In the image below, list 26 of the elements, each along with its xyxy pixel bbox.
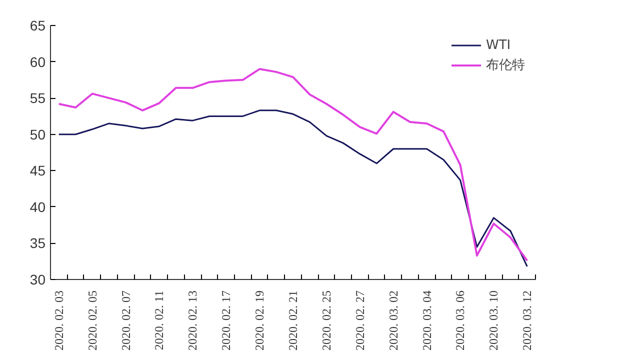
x-tick-label: 2020. 02. 25 [319, 290, 334, 350]
x-tick-label: 2020. 02. 19 [252, 290, 267, 350]
line-series [58, 110, 528, 268]
y-tick-label: 55 [30, 90, 46, 106]
x-tick-label: 2020. 03. 06 [453, 290, 468, 350]
x-tick-label: 2020. 02. 17 [219, 290, 234, 350]
y-tick-label: 50 [30, 126, 46, 142]
x-tick-label: 2020. 02. 11 [152, 290, 166, 350]
y-tick-label: 35 [30, 235, 46, 252]
legend-label: WTI [486, 38, 511, 52]
y-tick-label: 30 [30, 272, 46, 288]
x-tick-label: 2020. 02. 27 [352, 290, 367, 350]
x-tick-label: 2020. 03. 04 [420, 290, 434, 350]
x-tick-label: 2020. 02. 05 [85, 290, 100, 350]
x-tick-label: 2020. 02. 13 [186, 290, 200, 350]
x-tick-label: 2020. 02. 21 [286, 290, 300, 350]
y-tick-label: 45 [30, 162, 46, 179]
legend-label: 布伦特 [486, 57, 525, 74]
y-tick-label: 40 [30, 198, 46, 215]
y-tick-label: 65 [30, 18, 46, 34]
x-tick-label: 2020. 02. 07 [118, 290, 133, 350]
x-tick-label: 2020. 03. 10 [486, 290, 501, 350]
x-tick-label: 2020. 03. 12 [520, 290, 534, 350]
x-tick-label: 2020. 03. 02 [386, 290, 400, 350]
y-tick-label: 60 [30, 54, 46, 70]
x-tick-label: 2020. 02. 03 [52, 290, 66, 350]
